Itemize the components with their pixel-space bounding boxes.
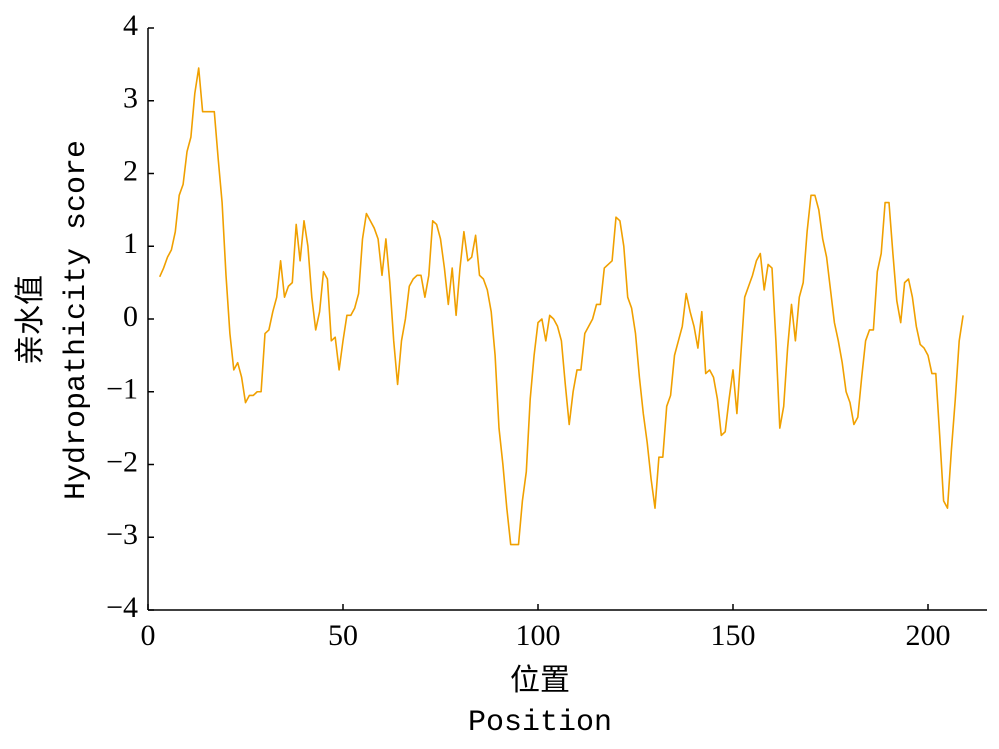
x-axis-label: Position [468, 706, 612, 740]
y-tick-label: −2 [106, 445, 138, 478]
y-tick-label: 0 [123, 300, 138, 333]
y-tick-label: −1 [106, 373, 138, 406]
y-axis-label: Hydropathicity score [60, 140, 94, 500]
x-tick-label: 200 [906, 619, 951, 652]
y-tick-label: −3 [106, 518, 138, 551]
x-axis-label: 位置 [510, 664, 570, 697]
y-tick-label: 1 [123, 227, 138, 260]
x-tick-label: 100 [516, 619, 561, 652]
y-tick-label: 4 [123, 9, 138, 42]
data-line [158, 67, 964, 546]
y-tick-label: 2 [123, 154, 138, 187]
x-tick-label: 0 [141, 619, 156, 652]
x-tick-label: 150 [711, 619, 756, 652]
y-tick-label: −4 [106, 591, 138, 624]
y-axis-label: 亲水值 [14, 275, 47, 365]
y-tick-label: 3 [123, 82, 138, 115]
x-tick-label: 50 [328, 619, 358, 652]
